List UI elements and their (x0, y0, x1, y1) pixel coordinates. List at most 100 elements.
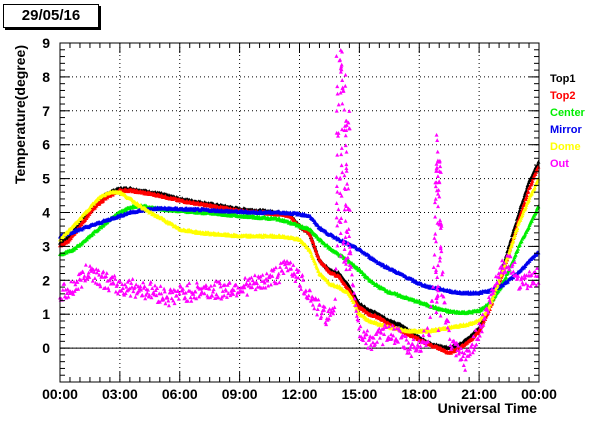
data-point (407, 350, 412, 355)
data-point (139, 287, 144, 292)
data-point (300, 272, 305, 277)
data-point (340, 86, 345, 91)
data-point (315, 307, 320, 312)
data-point (454, 340, 459, 345)
data-point (123, 291, 128, 296)
data-point (532, 281, 537, 286)
data-point (470, 342, 475, 346)
data-point (87, 275, 92, 279)
data-point (106, 288, 111, 293)
data-point (527, 269, 532, 274)
data-point (488, 300, 493, 305)
data-point (311, 240, 316, 244)
data-point (153, 283, 158, 288)
data-point (85, 276, 90, 281)
data-point (389, 332, 394, 337)
data-point (381, 326, 386, 331)
data-point (347, 109, 352, 113)
data-point (335, 189, 340, 194)
data-point (203, 283, 208, 287)
data-point (78, 271, 83, 275)
data-point (262, 280, 267, 285)
data-point (456, 351, 461, 356)
data-point (343, 72, 348, 77)
data-point (115, 291, 120, 296)
data-point (66, 294, 71, 299)
series-layer (58, 48, 541, 372)
data-point (270, 274, 275, 278)
data-point (188, 295, 193, 300)
data-point (183, 295, 188, 300)
date-label: 29/05/16 (3, 4, 99, 28)
data-point (500, 258, 505, 263)
data-point (435, 284, 440, 289)
data-point (147, 292, 152, 297)
data-point (343, 256, 348, 261)
data-point (60, 287, 65, 292)
data-point (317, 302, 322, 307)
data-point (477, 321, 482, 326)
data-point (428, 315, 433, 319)
data-point (523, 205, 528, 209)
data-point (83, 262, 88, 267)
data-point (435, 294, 440, 299)
data-point (334, 215, 339, 220)
data-point (72, 230, 77, 234)
data-point (140, 293, 145, 297)
data-point (535, 168, 540, 172)
data-point (534, 283, 539, 288)
data-point (455, 348, 460, 353)
data-point (106, 286, 111, 290)
data-point (247, 276, 252, 281)
data-point (342, 247, 347, 251)
data-point (298, 283, 303, 288)
data-point (438, 313, 443, 318)
data-point (113, 276, 118, 281)
data-point (436, 328, 441, 332)
data-point (433, 184, 438, 189)
data-point (177, 291, 182, 296)
data-point (302, 291, 307, 296)
data-point (460, 350, 465, 355)
data-point (316, 269, 321, 274)
data-point (336, 207, 341, 212)
data-point (292, 272, 297, 277)
data-point (192, 295, 197, 300)
data-point (92, 276, 97, 281)
data-point (431, 265, 436, 270)
data-point (368, 343, 373, 347)
data-point (365, 328, 370, 333)
data-point (380, 342, 385, 347)
data-point (319, 311, 324, 316)
data-point (495, 280, 500, 285)
data-point (303, 288, 308, 293)
data-point (133, 294, 138, 299)
data-point (377, 335, 382, 340)
data-point (81, 270, 86, 274)
data-point (64, 291, 69, 296)
data-point (525, 193, 530, 198)
data-point (338, 57, 343, 62)
data-point (263, 285, 268, 290)
data-point (354, 313, 359, 318)
data-point (437, 258, 442, 263)
data-point (194, 296, 199, 301)
data-point (432, 252, 437, 257)
data-point (119, 288, 124, 293)
data-point (433, 231, 438, 236)
data-point (528, 284, 533, 288)
data-point (513, 252, 518, 257)
data-point (518, 285, 523, 289)
data-point (115, 282, 120, 287)
data-point (398, 328, 403, 333)
data-point (108, 281, 113, 286)
data-point (354, 308, 359, 313)
data-point (183, 290, 188, 295)
data-point (487, 298, 492, 302)
data-point (530, 178, 535, 183)
data-point (434, 268, 439, 272)
data-point (515, 276, 520, 280)
data-point (367, 336, 372, 341)
data-point (284, 265, 289, 269)
data-point (308, 288, 313, 293)
